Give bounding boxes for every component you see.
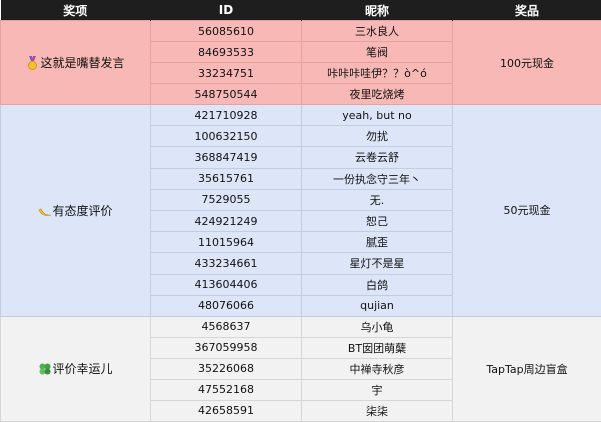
nickname-cell: yeah, but no [302, 105, 453, 126]
clover-icon [38, 362, 51, 376]
nickname-cell: 夜里吃烧烤 [302, 84, 453, 105]
id-cell: 413604406 [151, 274, 302, 295]
nickname-cell: 勿扰 [302, 126, 453, 147]
nickname-cell: 咔咔咔哇伊？？ò^ó [302, 63, 453, 84]
nickname-cell: BT囡团萌蘖 [302, 337, 453, 358]
nickname-cell: qujian [302, 295, 453, 316]
prize-cell: TapTap周边盲盒 [453, 316, 601, 421]
nickname-cell: 云卷云舒 [302, 147, 453, 168]
crescent-icon [38, 204, 51, 218]
nickname-cell: 恕己 [302, 210, 453, 231]
nickname-cell: 宇 [302, 379, 453, 400]
id-cell: 11015964 [151, 232, 302, 253]
id-cell: 33234751 [151, 63, 302, 84]
id-cell: 84693533 [151, 42, 302, 63]
category-cell: 有态度评价 [1, 105, 151, 317]
nickname-cell: 柒柒 [302, 400, 453, 421]
id-cell: 48076066 [151, 295, 302, 316]
nickname-cell: 腻歪 [302, 232, 453, 253]
category-label: 这就是嘴替发言 [40, 56, 124, 70]
category-cell: 这就是嘴替发言 [1, 21, 151, 105]
id-cell: 548750544 [151, 84, 302, 105]
prize-cell: 50元现金 [453, 105, 601, 317]
header-prize: 奖品 [453, 0, 601, 21]
id-cell: 42658591 [151, 400, 302, 421]
category-label: 有态度评价 [52, 204, 112, 218]
medal-icon [26, 56, 39, 70]
id-cell: 421710928 [151, 105, 302, 126]
nickname-cell: 乌小龟 [302, 316, 453, 337]
nickname-cell: 中禅寺秋彦 [302, 358, 453, 379]
header-id: ID [151, 0, 302, 21]
prize-cell: 100元现金 [453, 21, 601, 105]
id-cell: 47552168 [151, 379, 302, 400]
nickname-cell: 无. [302, 189, 453, 210]
header-nickname: 昵称 [302, 0, 453, 21]
id-cell: 7529055 [151, 189, 302, 210]
nickname-cell: 三水良人 [302, 21, 453, 42]
id-cell: 35226068 [151, 358, 302, 379]
id-cell: 100632150 [151, 126, 302, 147]
nickname-cell: 白鸽 [302, 274, 453, 295]
nickname-cell: 一份执念守三年丶 [302, 168, 453, 189]
nickname-cell: 星灯不是星 [302, 253, 453, 274]
id-cell: 56085610 [151, 21, 302, 42]
id-cell: 367059958 [151, 337, 302, 358]
header-row: 奖项 ID 昵称 奖品 [1, 0, 601, 21]
id-cell: 368847419 [151, 147, 302, 168]
nickname-cell: 笔阀 [302, 42, 453, 63]
id-cell: 35615761 [151, 168, 302, 189]
id-cell: 433234661 [151, 253, 302, 274]
id-cell: 4568637 [151, 316, 302, 337]
id-cell: 424921249 [151, 210, 302, 231]
category-cell: 评价幸运儿 [1, 316, 151, 421]
category-label: 评价幸运儿 [52, 362, 112, 376]
header-category: 奖项 [1, 0, 151, 21]
